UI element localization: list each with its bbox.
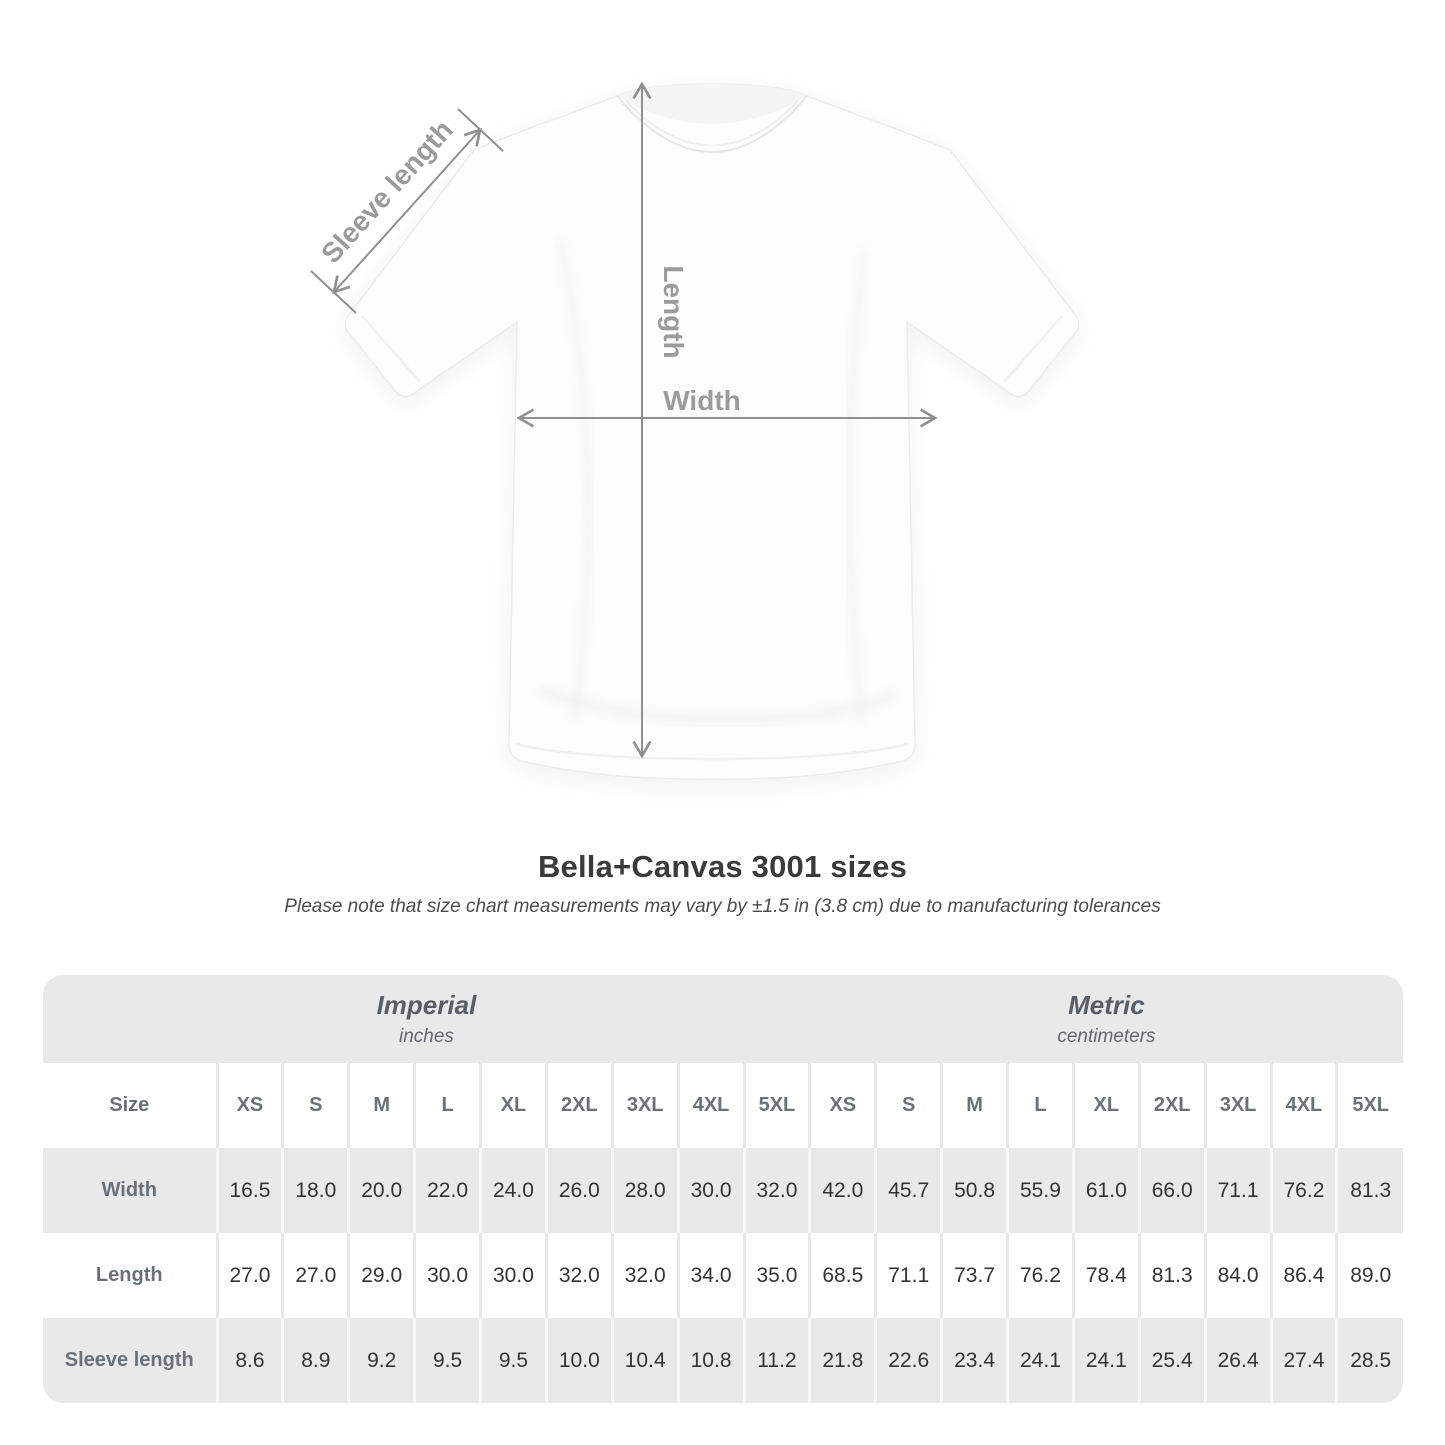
value-cell: 27.0 (281, 1233, 349, 1318)
value-cell: 9.5 (413, 1318, 481, 1403)
metric-unit: centimeters (1057, 1026, 1156, 1047)
value-cell: 20.0 (347, 1148, 415, 1233)
value-cell: 23.4 (940, 1318, 1008, 1403)
value-cell: 32.0 (544, 1233, 613, 1318)
metric-label: Metric (1068, 990, 1145, 1020)
imperial-unit: inches (398, 1026, 454, 1047)
size-header-cell: 5XL (1335, 1063, 1403, 1148)
size-header-cell: L (413, 1063, 481, 1148)
value-cell: 34.0 (676, 1233, 744, 1318)
value-cell: 11.2 (742, 1318, 810, 1403)
length-row: Length 27.0 27.0 29.0 30.0 30.0 32.0 32.… (43, 1233, 1403, 1318)
value-cell: 30.0 (413, 1233, 481, 1318)
value-cell: 42.0 (808, 1148, 876, 1233)
value-cell: 18.0 (281, 1148, 349, 1233)
imperial-band: Imperial inches (43, 975, 810, 1063)
size-header-cell: 2XL (544, 1063, 613, 1148)
value-cell: 76.2 (1269, 1148, 1337, 1233)
value-cell: 71.1 (874, 1233, 942, 1318)
row-label: Width (43, 1148, 217, 1233)
value-cell: 8.9 (281, 1318, 349, 1403)
metric-band: Metric centimeters (809, 975, 1403, 1063)
value-cell: 30.0 (676, 1148, 744, 1233)
value-cell: 45.7 (874, 1148, 942, 1233)
value-cell: 16.5 (215, 1148, 283, 1233)
value-cell: 78.4 (1071, 1233, 1140, 1318)
value-cell: 55.9 (1006, 1148, 1074, 1233)
value-cell: 81.3 (1137, 1233, 1206, 1318)
unit-band-row: Imperial inches Metric centimeters (43, 975, 1403, 1063)
value-cell: 27.4 (1269, 1318, 1337, 1403)
value-cell: 10.0 (544, 1318, 613, 1403)
size-header-cell: XS (808, 1063, 876, 1148)
value-cell: 32.0 (742, 1148, 810, 1233)
size-header-cell: XS (215, 1063, 283, 1148)
size-header-cell: 4XL (676, 1063, 744, 1148)
tshirt-shape (344, 83, 1080, 780)
value-cell: 50.8 (940, 1148, 1008, 1233)
size-table: Imperial inches Metric centimeters Size … (43, 975, 1403, 1403)
page-title: Bella+Canvas 3001 sizes (537, 849, 908, 884)
length-label: Length (658, 265, 689, 358)
value-cell: 76.2 (1006, 1233, 1074, 1318)
value-cell: 9.2 (347, 1318, 415, 1403)
value-cell: 10.4 (610, 1318, 679, 1403)
value-cell: 24.1 (1071, 1318, 1140, 1403)
value-cell: 27.0 (215, 1233, 283, 1318)
size-header-cell: L (1006, 1063, 1074, 1148)
value-cell: 28.0 (610, 1148, 679, 1233)
value-cell: 22.6 (874, 1318, 942, 1403)
size-header-cell: XL (479, 1063, 547, 1148)
width-label: Width (663, 385, 741, 416)
value-cell: 66.0 (1137, 1148, 1206, 1233)
size-header-cell: M (347, 1063, 415, 1148)
size-header-row: Size XS S M L XL 2XL 3XL 4XL 5XL XS S M … (43, 1063, 1403, 1148)
size-header-cell: S (281, 1063, 349, 1148)
value-cell: 8.6 (215, 1318, 283, 1403)
size-header-cell: M (940, 1063, 1008, 1148)
value-cell: 86.4 (1269, 1233, 1337, 1318)
value-cell: 26.0 (544, 1148, 613, 1233)
value-cell: 22.0 (413, 1148, 481, 1233)
size-column-header: Size (43, 1063, 217, 1148)
value-cell: 35.0 (742, 1233, 810, 1318)
value-cell: 21.8 (808, 1318, 876, 1403)
value-cell: 84.0 (1203, 1233, 1271, 1318)
value-cell: 9.5 (479, 1318, 547, 1403)
value-cell: 71.1 (1203, 1148, 1271, 1233)
value-cell: 10.8 (676, 1318, 744, 1403)
imperial-label: Imperial (376, 990, 477, 1020)
tshirt-illustration: Sleeve length Length Width (310, 81, 1080, 780)
value-cell: 26.4 (1203, 1318, 1271, 1403)
value-cell: 61.0 (1071, 1148, 1140, 1233)
width-annotation: Width (516, 385, 938, 428)
value-cell: 68.5 (808, 1233, 876, 1318)
sleeve-length-row: Sleeve length 8.6 8.9 9.2 9.5 9.5 10.0 1… (43, 1318, 1403, 1403)
size-header-cell: 3XL (610, 1063, 679, 1148)
row-label: Sleeve length (43, 1318, 217, 1403)
size-header-cell: 3XL (1203, 1063, 1271, 1148)
size-header-cell: XL (1071, 1063, 1140, 1148)
value-cell: 24.1 (1006, 1318, 1074, 1403)
value-cell: 73.7 (940, 1233, 1008, 1318)
size-header-cell: 5XL (742, 1063, 810, 1148)
value-cell: 89.0 (1335, 1233, 1403, 1318)
value-cell: 30.0 (479, 1233, 547, 1318)
value-cell: 32.0 (610, 1233, 679, 1318)
tolerance-note: Please note that size chart measurements… (284, 896, 1161, 917)
value-cell: 24.0 (479, 1148, 547, 1233)
value-cell: 28.5 (1335, 1318, 1403, 1403)
row-label: Length (43, 1233, 217, 1318)
size-header-cell: 4XL (1269, 1063, 1337, 1148)
size-header-cell: 2XL (1137, 1063, 1206, 1148)
value-cell: 25.4 (1137, 1318, 1206, 1403)
value-cell: 81.3 (1335, 1148, 1403, 1233)
size-header-cell: S (874, 1063, 942, 1148)
width-row: Width 16.5 18.0 20.0 22.0 24.0 26.0 28.0… (43, 1148, 1403, 1233)
value-cell: 29.0 (347, 1233, 415, 1318)
